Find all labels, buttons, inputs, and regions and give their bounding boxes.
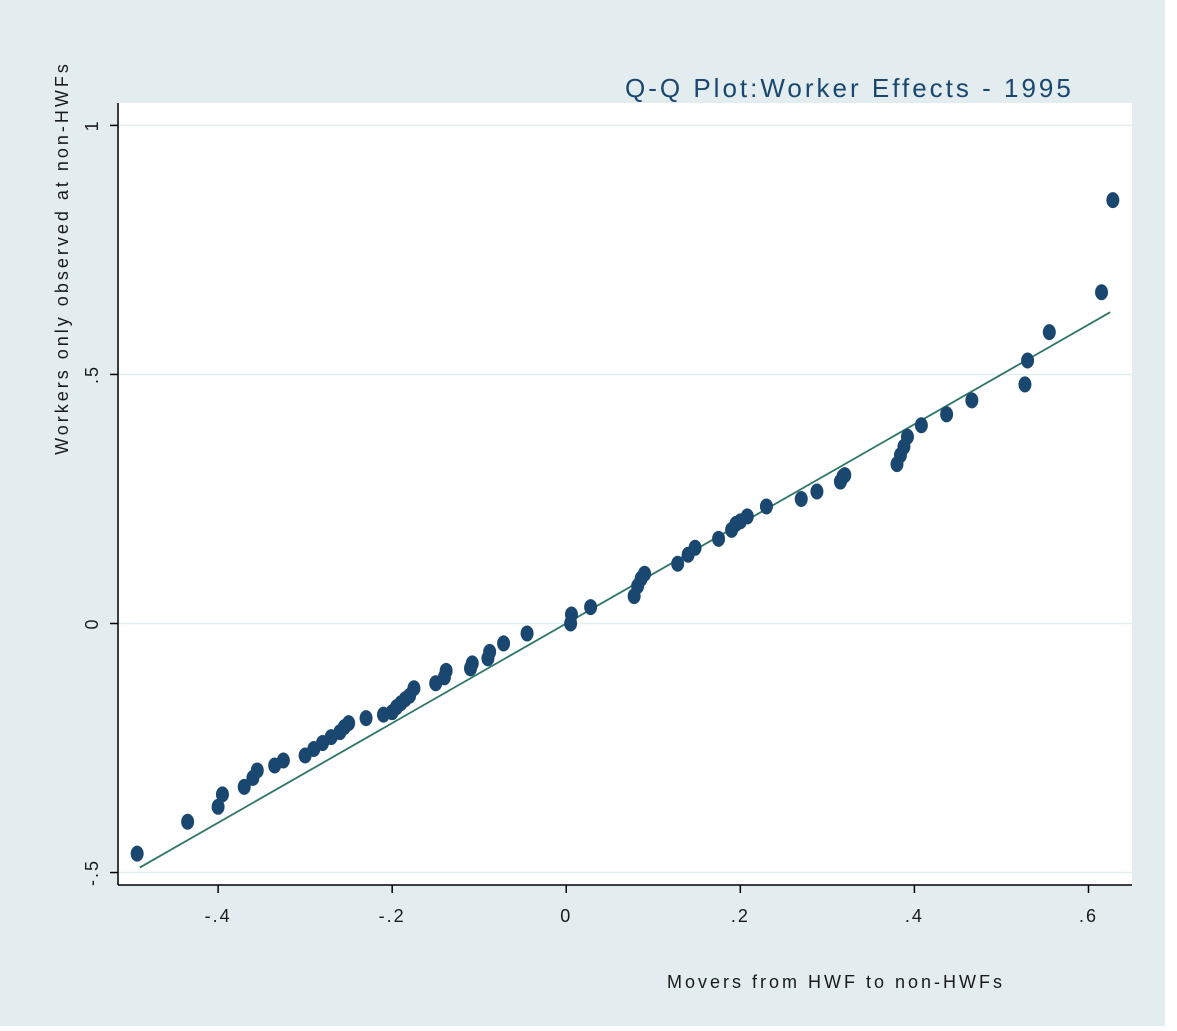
x-tick-label-5: .6 (1079, 906, 1098, 926)
data-point-61 (1018, 376, 1032, 393)
data-point-59 (940, 406, 954, 423)
x-tick-label-0: -.4 (205, 906, 232, 926)
y-tick-label-2: .5 (82, 365, 102, 384)
data-point-32 (520, 625, 534, 642)
data-point-8 (276, 752, 290, 769)
x-tick-label-3: .2 (731, 906, 750, 926)
data-point-4 (237, 778, 251, 795)
chart-title: Q-Q Plot:Worker Effects - 1995 (625, 73, 1074, 103)
x-axis-label: Movers from HWF to non-HWFs (667, 972, 1005, 992)
data-point-23 (407, 680, 421, 697)
y-tick-label-3: 1 (82, 119, 102, 131)
data-point-6 (250, 762, 264, 779)
data-point-39 (638, 565, 652, 582)
data-point-50 (810, 483, 824, 500)
data-point-31 (497, 635, 511, 652)
data-point-35 (584, 599, 598, 616)
data-point-26 (439, 662, 453, 679)
data-point-2 (211, 798, 225, 815)
axes: -.4 -.2 0 .2 .4 .6 -.5 0 .5 1 (82, 103, 1132, 926)
data-point-64 (1095, 284, 1109, 301)
data-point-34 (564, 606, 578, 623)
reference-line-group (139, 311, 1111, 869)
data-point-49 (794, 490, 808, 507)
gridlines (118, 124, 1132, 874)
reference-line (139, 311, 1111, 869)
data-point-60 (965, 392, 979, 409)
x-tick-label-2: 0 (560, 906, 572, 926)
data-point-0 (130, 845, 144, 862)
data-point-57 (900, 428, 914, 445)
data-point-15 (342, 715, 356, 732)
data-point-28 (465, 655, 479, 672)
data-point-48 (759, 498, 773, 515)
data-point-43 (712, 530, 726, 547)
data-point-3 (215, 786, 229, 803)
y-tick-label-1: 0 (82, 617, 102, 629)
x-tick-label-4: .4 (905, 906, 924, 926)
data-points (130, 192, 1120, 862)
data-point-65 (1106, 192, 1120, 209)
x-tick-label-1: -.2 (379, 906, 406, 926)
data-point-1 (181, 813, 195, 830)
data-point-63 (1042, 324, 1056, 341)
data-point-16 (359, 710, 373, 727)
data-point-53 (838, 467, 852, 484)
data-point-30 (483, 643, 497, 660)
y-axis-label: Workers only observed at non-HWFs (52, 61, 72, 455)
data-point-40 (671, 555, 685, 572)
data-point-47 (740, 508, 754, 525)
data-point-62 (1021, 352, 1035, 369)
data-point-42 (688, 539, 702, 556)
data-point-58 (914, 417, 928, 434)
y-tick-label-0: -.5 (82, 859, 102, 886)
